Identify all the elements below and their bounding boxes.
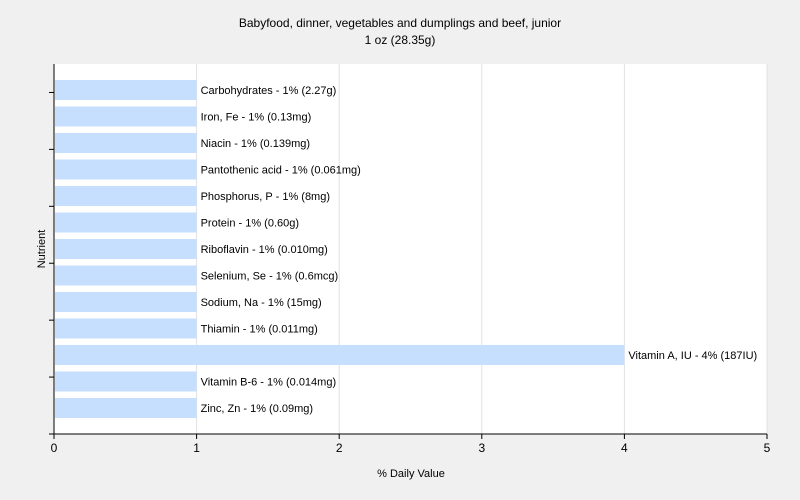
x-tick-label: 1 bbox=[193, 441, 200, 455]
bar bbox=[55, 159, 197, 180]
x-tick-label: 2 bbox=[336, 441, 343, 455]
bar-label: Riboflavin - 1% (0.010mg) bbox=[201, 244, 328, 256]
bar bbox=[55, 265, 197, 286]
bar bbox=[55, 186, 197, 206]
chart-subtitle: 1 oz (28.35g) bbox=[365, 33, 436, 47]
bar-label: Iron, Fe - 1% (0.13mg) bbox=[201, 112, 312, 124]
axes: 0 1 2 3 4 5 bbox=[49, 64, 771, 455]
bar-label: Vitamin B-6 - 1% (0.014mg) bbox=[201, 377, 337, 389]
bar bbox=[55, 398, 197, 418]
bar-label: Zinc, Zn - 1% (0.09mg) bbox=[201, 403, 313, 415]
x-tick-label: 4 bbox=[621, 441, 628, 455]
bar-labels: Carbohydrates - 1% (2.27g) Iron, Fe - 1% … bbox=[201, 85, 758, 415]
bar bbox=[55, 292, 197, 312]
bar-label: Niacin - 1% (0.139mg) bbox=[201, 138, 310, 150]
bar-label: Sodium, Na - 1% (15mg) bbox=[201, 297, 322, 309]
bar-label: Pantothenic acid - 1% (0.061mg) bbox=[201, 165, 361, 177]
bar-label: Protein - 1% (0.60g) bbox=[201, 218, 299, 230]
bar bbox=[55, 80, 197, 100]
x-axis-title: % Daily Value bbox=[377, 468, 445, 480]
bar bbox=[55, 345, 625, 365]
bar bbox=[55, 212, 197, 233]
bar bbox=[55, 318, 197, 339]
x-tick-label: 5 bbox=[764, 441, 771, 455]
bar-label: Selenium, Se - 1% (0.6mcg) bbox=[201, 271, 339, 283]
bar-label: Thiamin - 1% (0.011mg) bbox=[201, 324, 318, 336]
bar-label: Vitamin A, IU - 4% (187IU) bbox=[628, 350, 757, 362]
bar bbox=[55, 106, 197, 127]
chart-title: Babyfood, dinner, vegetables and dumplin… bbox=[239, 16, 561, 30]
x-tick-label: 3 bbox=[478, 441, 485, 455]
bars bbox=[55, 80, 625, 418]
bar-label: Phosphorus, P - 1% (8mg) bbox=[201, 191, 330, 203]
bar bbox=[55, 133, 197, 153]
y-axis-title: Nutrient bbox=[36, 230, 48, 269]
bar-label: Carbohydrates - 1% (2.27g) bbox=[201, 85, 337, 97]
x-tick-label: 0 bbox=[51, 441, 58, 455]
bar bbox=[55, 371, 197, 392]
bar bbox=[55, 239, 197, 259]
